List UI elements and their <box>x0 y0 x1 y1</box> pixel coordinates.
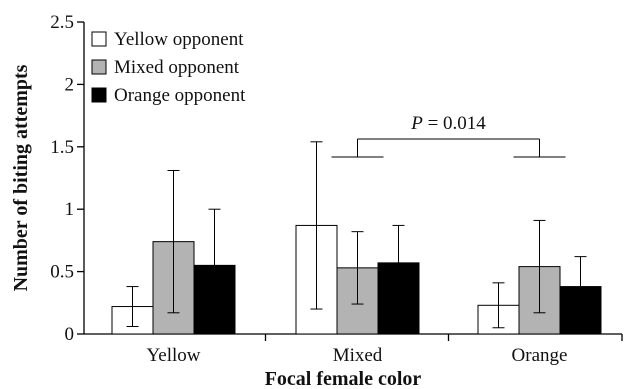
y-tick-label: 1 <box>65 199 75 220</box>
p-value-annotation: P = 0.014 <box>410 113 486 134</box>
y-tick-label: 0 <box>65 324 75 345</box>
y-tick-label: 0.5 <box>50 262 74 283</box>
x-tick-label-yellow: Yellow <box>146 345 200 366</box>
legend-label: Mixed opponent <box>114 57 240 78</box>
x-axis-title: Focal female color <box>265 368 422 389</box>
p-symbol: P <box>410 113 423 134</box>
legend-label: Yellow opponent <box>114 29 244 50</box>
y-tick-label: 2.5 <box>50 12 74 33</box>
legend-label: Orange opponent <box>114 85 246 106</box>
x-tick-label-orange: Orange <box>512 345 568 366</box>
p-value: = 0.014 <box>423 113 486 134</box>
y-tick-label: 1.5 <box>50 137 74 158</box>
y-axis-title: Number of biting attempts <box>10 64 32 291</box>
legend-swatch <box>91 31 107 47</box>
x-tick-label-mixed: Mixed <box>333 345 383 366</box>
y-tick-label: 2 <box>65 74 75 95</box>
legend-swatch <box>91 59 107 75</box>
legend-swatch <box>91 87 107 103</box>
